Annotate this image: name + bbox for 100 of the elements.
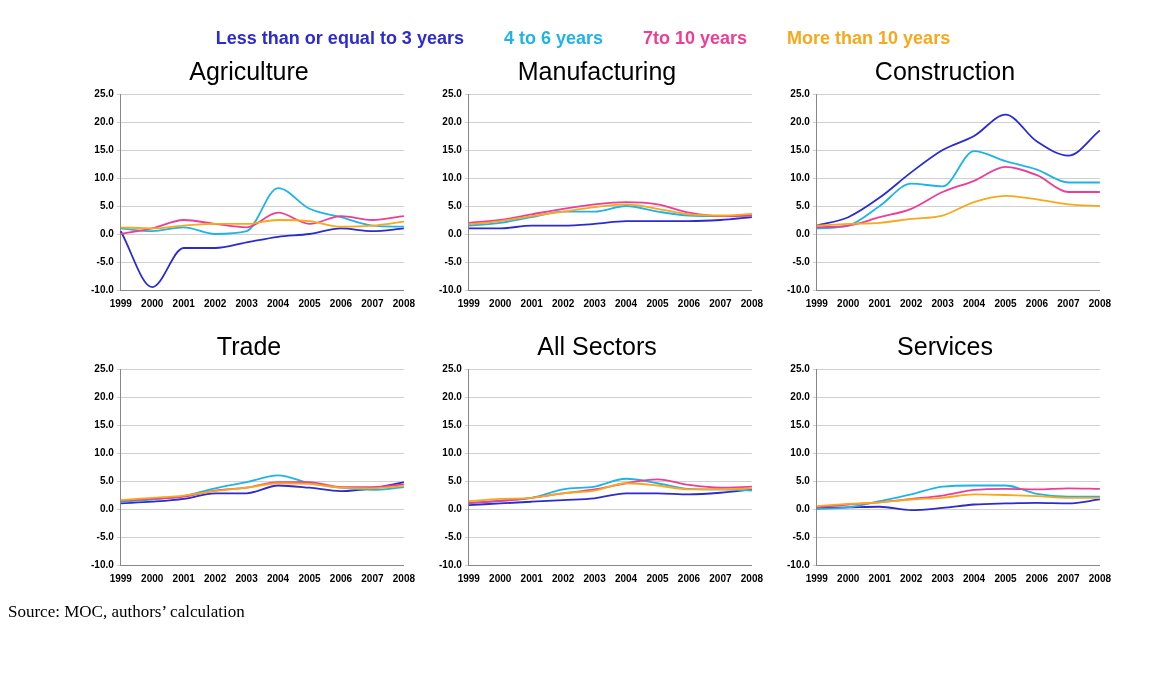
- y-tick-label: 0.0: [447, 502, 463, 514]
- y-tick-label: 25.0: [442, 362, 463, 374]
- x-tick-label: 2005: [646, 572, 670, 584]
- y-tick-label: 20.0: [94, 115, 115, 127]
- x-tick-label: 2001: [868, 297, 892, 309]
- y-tick-label: -10.0: [787, 558, 811, 570]
- x-tick-label: 2006: [677, 572, 701, 584]
- y-tick-label: 5.0: [795, 474, 811, 486]
- text: Less than or equal to 3 years: [215, 27, 464, 49]
- x-tick-label: 2000: [141, 297, 164, 309]
- line-series: [119, 211, 405, 235]
- x-tick-label: 2002: [204, 572, 227, 584]
- x-tick-label: 2007: [709, 572, 732, 584]
- source-note: Source: MOC, authors’ calculation: [8, 602, 246, 622]
- x-tick-label: 2006: [677, 297, 701, 309]
- y-tick-label: 5.0: [795, 199, 811, 211]
- x-tick-label: 1999: [457, 572, 481, 584]
- x-tick-label: 1999: [109, 297, 133, 309]
- x-tick-label: 2006: [329, 297, 353, 309]
- x-tick-label: 2005: [646, 297, 670, 309]
- y-tick-label: 25.0: [790, 362, 811, 374]
- y-tick-label: 20.0: [790, 115, 811, 127]
- x-tick-label: 2003: [931, 572, 955, 584]
- y-tick-label: 5.0: [447, 199, 463, 211]
- y-tick-label: 0.0: [99, 227, 115, 239]
- x-tick-label: 2008: [1088, 572, 1112, 584]
- y-tick-label: 10.0: [790, 446, 811, 458]
- line-series: [119, 187, 405, 235]
- x-tick-label: 1999: [457, 297, 481, 309]
- line-series: [119, 219, 405, 230]
- y-tick-label: 5.0: [447, 474, 463, 486]
- y-tick-label: 15.0: [94, 418, 115, 430]
- y-tick-label: 0.0: [795, 502, 811, 514]
- y-tick-label: -5.0: [444, 255, 463, 267]
- y-tick-label: -5.0: [96, 530, 115, 542]
- y-tick-label: 10.0: [94, 446, 115, 458]
- y-tick-label: -5.0: [96, 255, 115, 267]
- x-tick-label: 2003: [931, 297, 955, 309]
- x-tick-label: 2006: [329, 572, 353, 584]
- x-tick-label: 2000: [141, 572, 164, 584]
- y-tick-label: 0.0: [795, 227, 811, 239]
- x-tick-label: 2002: [900, 572, 923, 584]
- x-tick-label: 2002: [900, 297, 923, 309]
- y-tick-label: 25.0: [442, 87, 463, 99]
- x-tick-label: 2004: [962, 572, 986, 584]
- x-tick-label: 2005: [298, 297, 322, 309]
- y-tick-label: 20.0: [790, 390, 811, 402]
- x-tick-label: 2000: [489, 572, 512, 584]
- x-tick-label: 2007: [1057, 572, 1080, 584]
- x-tick-label: 2005: [994, 297, 1018, 309]
- line-series: [467, 488, 753, 506]
- chart-title: All Sectors: [537, 331, 657, 360]
- y-tick-label: 20.0: [94, 390, 115, 402]
- x-tick-label: 2001: [172, 297, 196, 309]
- y-tick-label: 20.0: [442, 115, 463, 127]
- y-tick-label: 10.0: [442, 446, 463, 458]
- x-tick-label: 2007: [709, 297, 732, 309]
- x-tick-label: 2003: [583, 572, 607, 584]
- line-series: [467, 216, 753, 230]
- y-tick-label: 25.0: [94, 87, 115, 99]
- y-tick-label: -10.0: [439, 283, 463, 295]
- y-tick-label: 10.0: [442, 171, 463, 183]
- y-tick-label: -10.0: [787, 283, 811, 295]
- text: More than 10 years: [787, 27, 951, 49]
- y-tick-label: 25.0: [94, 362, 115, 374]
- y-tick-label: 15.0: [790, 418, 811, 430]
- x-tick-label: 2002: [204, 297, 227, 309]
- line-series: [815, 493, 1101, 508]
- y-tick-label: -5.0: [792, 530, 811, 542]
- x-tick-label: 1999: [805, 572, 829, 584]
- x-tick-label: 2006: [1025, 572, 1049, 584]
- y-tick-label: 0.0: [99, 502, 115, 514]
- y-tick-label: 15.0: [94, 143, 115, 155]
- x-tick-label: 2002: [552, 297, 575, 309]
- line-series: [815, 150, 1101, 230]
- text: 4 to 6 years: [503, 27, 603, 49]
- x-tick-label: 2006: [1025, 297, 1049, 309]
- y-tick-label: 20.0: [442, 390, 463, 402]
- line-series: [815, 165, 1101, 229]
- x-tick-label: 2004: [266, 572, 290, 584]
- y-tick-label: -5.0: [444, 530, 463, 542]
- x-tick-label: 2001: [868, 572, 892, 584]
- x-tick-label: 2000: [837, 297, 860, 309]
- x-tick-label: 2007: [361, 572, 384, 584]
- y-tick-label: 10.0: [790, 171, 811, 183]
- chart-title: Manufacturing: [517, 56, 677, 85]
- x-tick-label: 2005: [298, 572, 322, 584]
- y-tick-label: -10.0: [91, 283, 115, 295]
- x-tick-label: 2004: [962, 297, 986, 309]
- x-tick-label: 2004: [614, 297, 638, 309]
- x-tick-label: 2001: [172, 572, 196, 584]
- y-tick-label: 10.0: [94, 171, 115, 183]
- x-tick-label: 2007: [1057, 297, 1080, 309]
- chart-title: Trade: [216, 331, 282, 360]
- chart-title: Construction: [874, 56, 1016, 85]
- x-tick-label: 1999: [109, 572, 133, 584]
- chart-title: Services: [897, 331, 993, 360]
- x-tick-label: 2003: [583, 297, 607, 309]
- line-series: [815, 195, 1101, 227]
- line-series: [815, 113, 1101, 227]
